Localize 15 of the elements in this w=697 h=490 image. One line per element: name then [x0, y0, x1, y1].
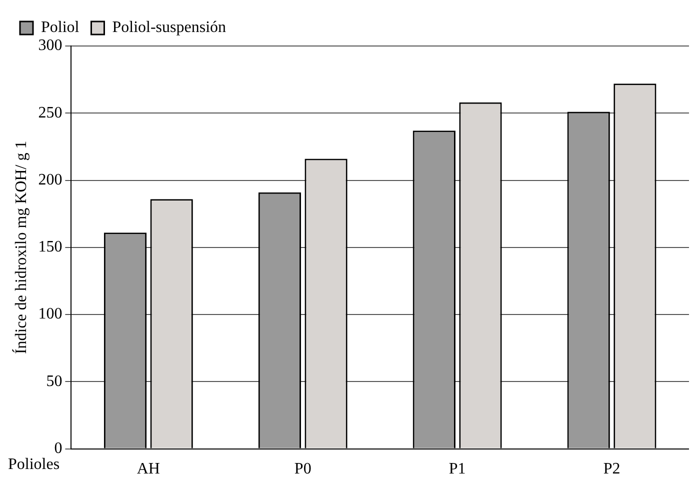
y-tick-label: 150	[38, 238, 62, 256]
legend-label: Poliol-suspensión	[112, 19, 226, 36]
y-tick-label: 300	[38, 37, 62, 54]
x-tick-label: P2	[603, 460, 620, 478]
legend-label: Poliol	[41, 19, 80, 36]
y-tick-label: 250	[38, 104, 62, 122]
y-tick-label: 0	[54, 440, 62, 458]
x-tick-label: P1	[448, 460, 466, 478]
x-axis-title: Polioles	[8, 456, 60, 474]
y-axis-title: Índice de hidroxilo mg KOH/ g 1	[12, 140, 30, 354]
y-tick-label: 100	[38, 306, 62, 323]
y-tick-label: 200	[38, 171, 62, 188]
x-tick-label: P0	[294, 460, 312, 478]
y-tick-label: 50	[46, 372, 62, 390]
x-tick-label: AH	[136, 460, 160, 478]
